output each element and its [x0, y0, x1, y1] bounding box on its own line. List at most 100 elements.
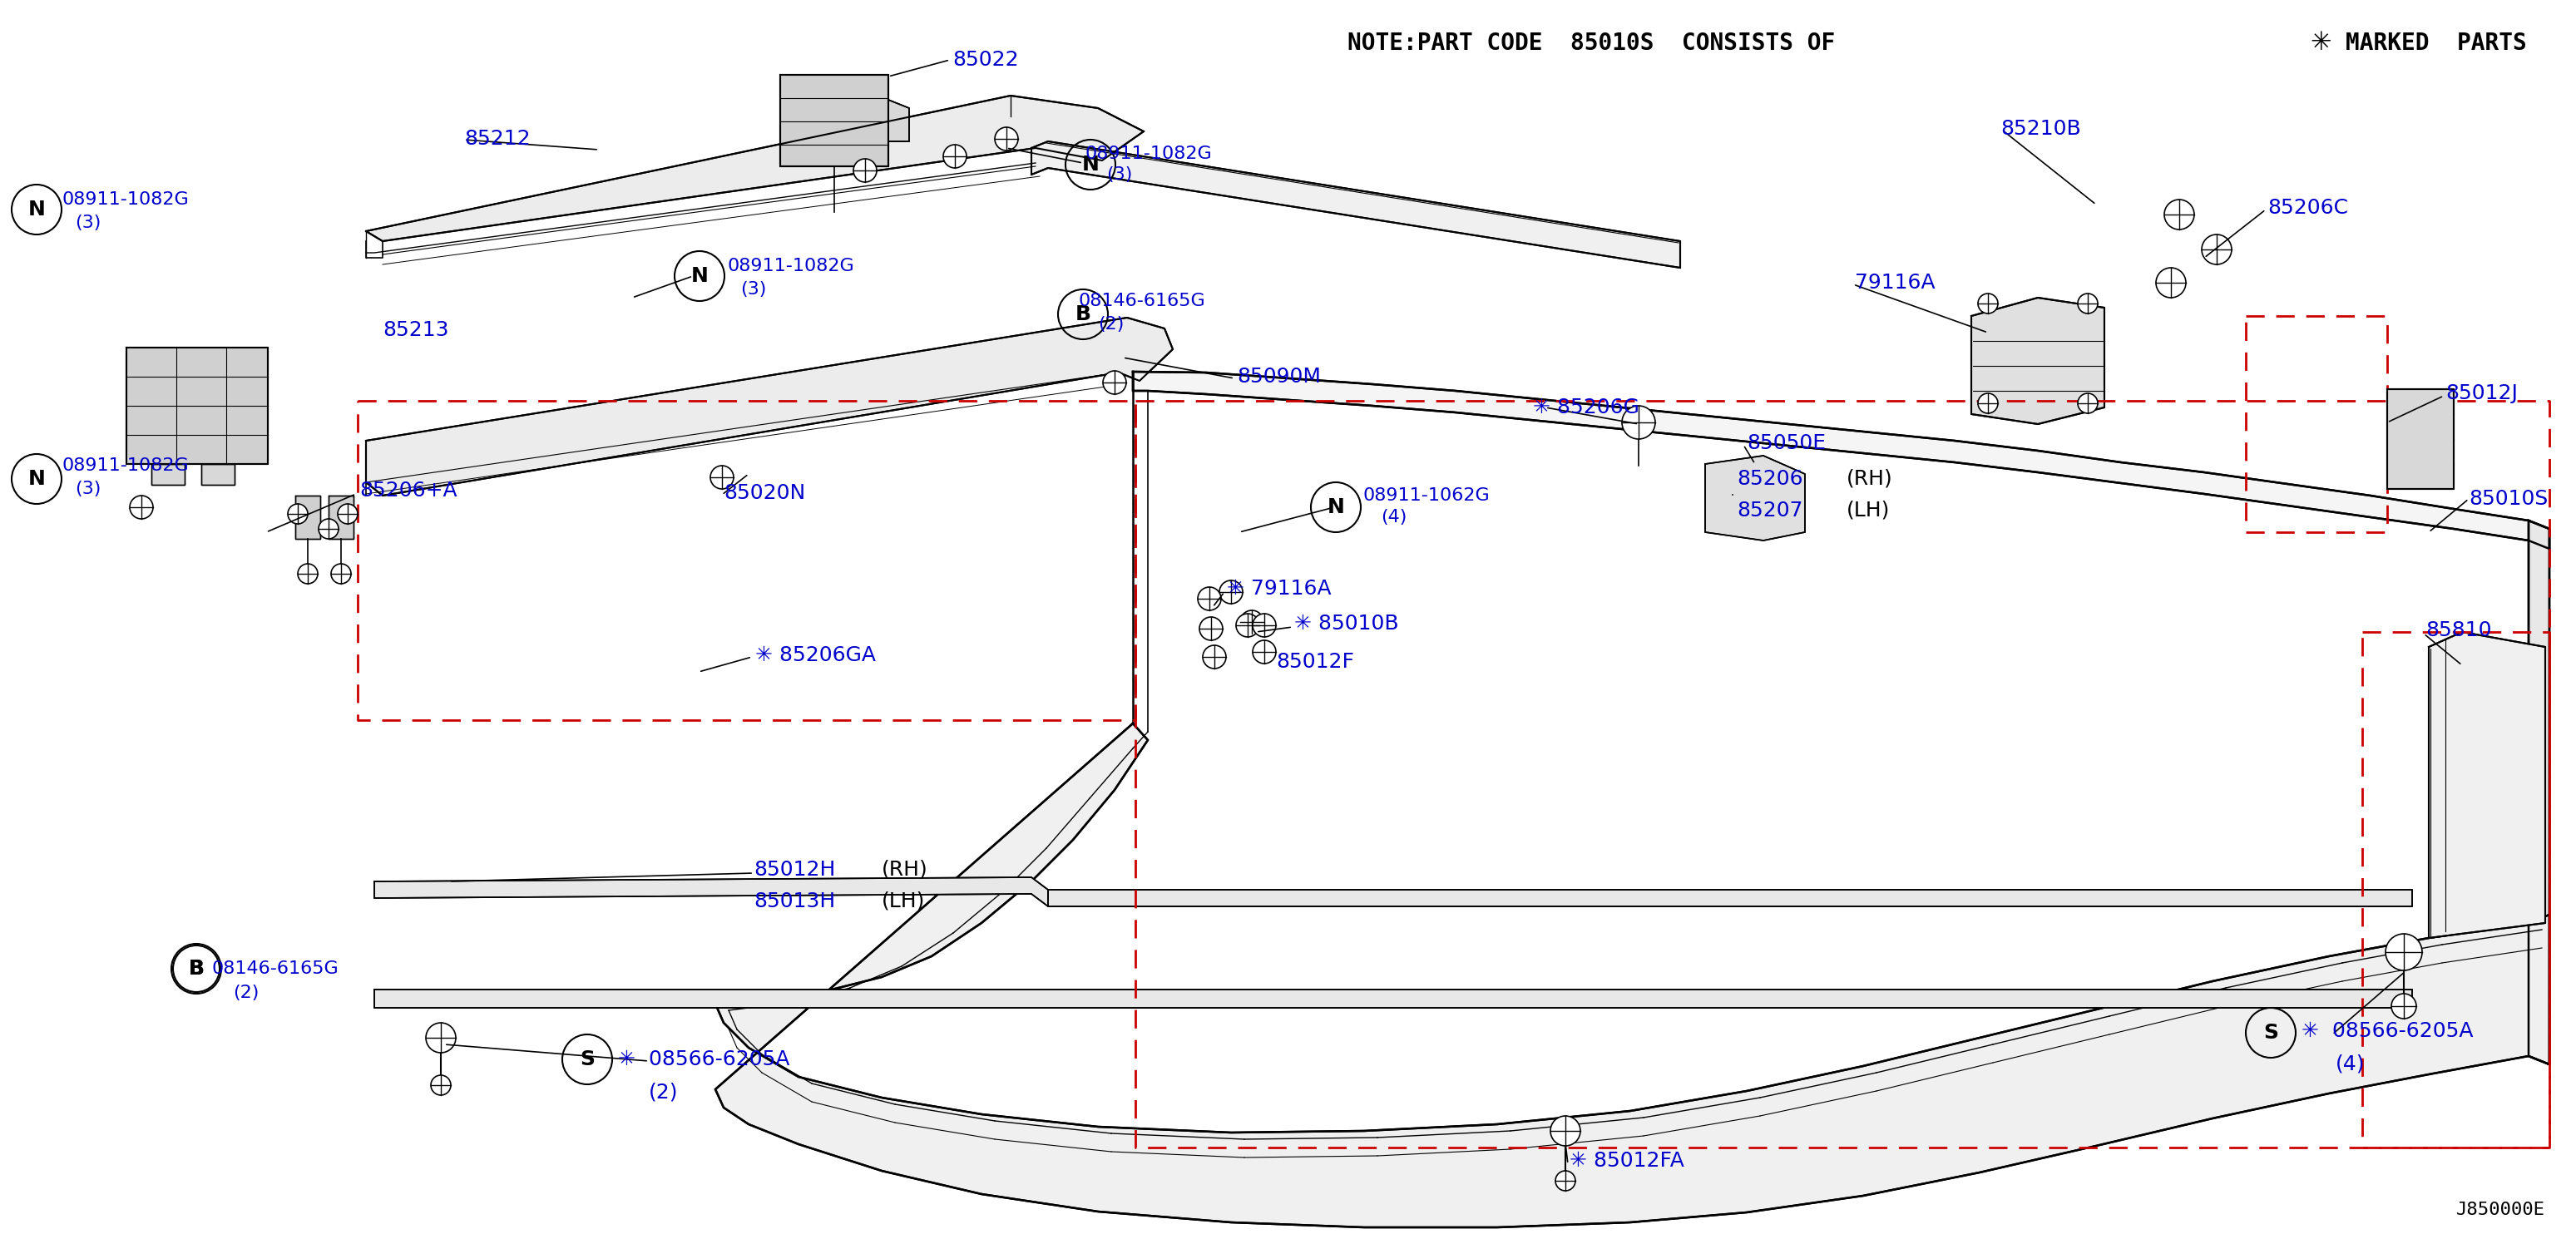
Text: 85213: 85213 — [384, 320, 448, 341]
Circle shape — [289, 503, 307, 524]
Circle shape — [1978, 294, 1999, 313]
Text: B: B — [188, 959, 204, 979]
Text: 08911-1082G: 08911-1082G — [62, 191, 191, 207]
Circle shape — [1239, 611, 1262, 633]
Text: B: B — [1074, 305, 1090, 325]
Circle shape — [2079, 294, 2097, 313]
Text: NOTE:PART CODE  85010S  CONSISTS OF: NOTE:PART CODE 85010S CONSISTS OF — [1347, 32, 1834, 54]
Text: 85810: 85810 — [2427, 621, 2491, 640]
Circle shape — [853, 159, 876, 183]
Text: 08146-6165G: 08146-6165G — [211, 960, 340, 977]
Text: (3): (3) — [1105, 167, 1133, 183]
Text: 85206C: 85206C — [2267, 197, 2349, 218]
Circle shape — [943, 144, 966, 168]
Polygon shape — [296, 496, 319, 539]
Text: (RH): (RH) — [881, 860, 927, 880]
Circle shape — [1978, 394, 1999, 413]
Polygon shape — [1030, 142, 1680, 268]
Text: 85206: 85206 — [1736, 469, 1803, 489]
Circle shape — [430, 1075, 451, 1095]
Text: (2): (2) — [1097, 316, 1123, 333]
Text: 85206+A: 85206+A — [358, 480, 456, 501]
Text: ✳ 79116A: ✳ 79116A — [1226, 579, 1332, 598]
Text: (4): (4) — [1381, 508, 1406, 526]
Text: ✳ 85206G: ✳ 85206G — [1533, 397, 1638, 417]
Text: 85012J: 85012J — [2445, 384, 2517, 404]
Text: (RH): (RH) — [1847, 469, 1893, 489]
Text: 85010S: 85010S — [2468, 489, 2548, 508]
Text: 85012H: 85012H — [755, 860, 835, 880]
Circle shape — [1200, 617, 1224, 640]
Polygon shape — [716, 723, 2550, 1228]
Polygon shape — [1133, 371, 2550, 549]
Polygon shape — [1048, 890, 2411, 907]
Text: 85020N: 85020N — [724, 484, 806, 503]
Text: ✳ 85010B: ✳ 85010B — [1293, 613, 1399, 633]
Polygon shape — [374, 990, 2411, 1008]
Polygon shape — [1971, 297, 2105, 424]
Text: (4): (4) — [2336, 1054, 2365, 1075]
Polygon shape — [2429, 632, 2545, 938]
Text: (LH): (LH) — [1847, 501, 1891, 521]
Circle shape — [425, 1023, 456, 1053]
Text: 08146-6165G: 08146-6165G — [1077, 292, 1206, 310]
Text: 85210B: 85210B — [2002, 118, 2081, 139]
Circle shape — [1252, 640, 1275, 664]
Text: 79116A: 79116A — [1855, 273, 1935, 292]
Text: 08911-1082G: 08911-1082G — [1084, 146, 1213, 162]
Polygon shape — [201, 464, 234, 485]
Circle shape — [1218, 580, 1242, 603]
Text: 85013H: 85013H — [755, 891, 835, 912]
Text: MARKED  PARTS: MARKED PARTS — [2347, 32, 2527, 54]
Text: 08911-1062G: 08911-1062G — [1363, 487, 1489, 503]
Text: (LH): (LH) — [881, 891, 925, 912]
Circle shape — [337, 503, 358, 524]
Text: (2): (2) — [649, 1082, 677, 1103]
Text: 85090M: 85090M — [1236, 366, 1321, 386]
Text: J850000E: J850000E — [2458, 1202, 2545, 1218]
Text: (3): (3) — [75, 215, 100, 231]
Polygon shape — [366, 95, 1144, 241]
Polygon shape — [374, 877, 1048, 907]
Text: S: S — [580, 1049, 595, 1070]
Text: 85212: 85212 — [464, 128, 531, 149]
Text: ✳ 85012FA: ✳ 85012FA — [1569, 1151, 1685, 1171]
Text: 85022: 85022 — [953, 49, 1018, 70]
Circle shape — [2202, 234, 2231, 264]
Polygon shape — [2530, 521, 2550, 1065]
Polygon shape — [126, 348, 268, 464]
Polygon shape — [2388, 389, 2455, 489]
Circle shape — [1623, 406, 1656, 439]
Circle shape — [1551, 1116, 1579, 1146]
Text: N: N — [28, 469, 46, 489]
Circle shape — [1556, 1171, 1577, 1191]
Circle shape — [2079, 394, 2097, 413]
Text: N: N — [1327, 497, 1345, 517]
Text: N: N — [28, 200, 46, 220]
Text: S: S — [2264, 1023, 2277, 1043]
Text: 85207: 85207 — [1736, 501, 1803, 521]
Polygon shape — [781, 75, 889, 167]
Circle shape — [2164, 200, 2195, 230]
Circle shape — [711, 465, 734, 489]
Circle shape — [1252, 613, 1275, 637]
Text: 08911-1082G: 08911-1082G — [62, 458, 191, 474]
Text: 08911-1082G: 08911-1082G — [729, 258, 855, 274]
Polygon shape — [152, 464, 185, 485]
Circle shape — [2156, 268, 2187, 297]
Circle shape — [1103, 371, 1126, 394]
Circle shape — [1236, 613, 1260, 637]
Text: 85050E: 85050E — [1747, 433, 1826, 453]
Polygon shape — [330, 496, 353, 539]
Polygon shape — [1705, 455, 1806, 540]
Text: N: N — [690, 267, 708, 286]
Text: (3): (3) — [75, 480, 100, 497]
Circle shape — [332, 564, 350, 584]
Polygon shape — [366, 317, 1172, 496]
Text: ✳ 85206GA: ✳ 85206GA — [755, 645, 876, 665]
Text: B: B — [188, 959, 204, 979]
Text: (2): (2) — [232, 985, 260, 1001]
Circle shape — [994, 127, 1018, 151]
Circle shape — [2385, 934, 2421, 970]
Text: N: N — [1082, 154, 1100, 175]
